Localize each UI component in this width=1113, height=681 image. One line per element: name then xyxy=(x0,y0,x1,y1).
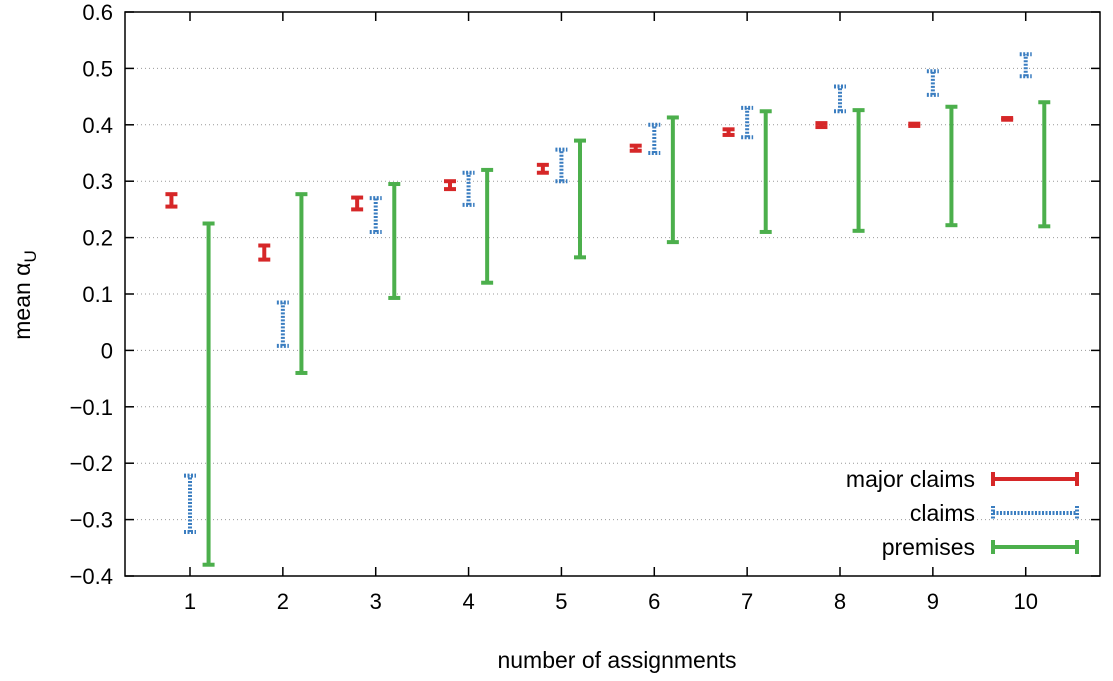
error-bar xyxy=(908,121,921,128)
error-bar xyxy=(834,84,846,114)
x-tick-label: 1 xyxy=(184,589,196,614)
x-tick-label: 7 xyxy=(741,589,753,614)
error-bar xyxy=(629,143,642,153)
error-bar xyxy=(1001,116,1014,122)
legend-item: major claims xyxy=(846,466,1079,492)
error-bar xyxy=(276,300,289,348)
error-bar xyxy=(759,109,772,234)
legend-label: premises xyxy=(882,534,975,560)
y-tick-label: −0.2 xyxy=(70,451,113,476)
y-tick-label: −0.1 xyxy=(70,395,113,420)
error-bar xyxy=(202,221,215,567)
y-tick-label: 0.3 xyxy=(82,169,113,194)
legend-label: major claims xyxy=(846,466,975,492)
x-tick-label: 4 xyxy=(462,589,474,614)
y-tick-label: 0.2 xyxy=(82,226,113,251)
error-bar xyxy=(741,105,754,140)
error-bar xyxy=(926,69,939,97)
error-bar xyxy=(184,473,196,535)
error-bar xyxy=(815,121,828,130)
y-tick-label: 0.5 xyxy=(82,56,113,81)
error-bar xyxy=(536,162,549,175)
error-bar xyxy=(1038,100,1051,229)
y-tick-label: −0.3 xyxy=(70,508,113,533)
error-bar xyxy=(574,138,586,260)
error-bar xyxy=(555,147,568,184)
error-bar xyxy=(444,179,456,192)
legend-item: premises xyxy=(882,534,1079,560)
y-tick-label: −0.4 xyxy=(70,564,113,589)
error-bar xyxy=(722,127,735,137)
y-axis-label-main: mean α xyxy=(9,263,35,340)
error-bar xyxy=(648,122,661,155)
error-bar xyxy=(295,192,308,375)
error-bar xyxy=(666,115,679,245)
y-tick-label: 0.6 xyxy=(82,0,113,25)
x-tick-label: 9 xyxy=(927,589,939,614)
error-bar-series xyxy=(165,52,1051,567)
error-bar xyxy=(258,243,271,262)
y-tick-label: 0.4 xyxy=(82,113,113,138)
error-bar xyxy=(388,182,401,300)
y-tick-label: 0.1 xyxy=(82,282,113,307)
error-bar xyxy=(945,104,958,228)
x-tick-label: 6 xyxy=(648,589,660,614)
series-claims xyxy=(184,52,1032,535)
grid-lines xyxy=(125,67,1100,521)
legend: major claims claims premises xyxy=(846,466,1079,560)
y-axis-label-subscript: U xyxy=(21,250,40,262)
legend-label: claims xyxy=(910,500,975,526)
x-tick-label: 2 xyxy=(277,589,289,614)
legend-item: claims xyxy=(910,500,1079,526)
series-major-claims xyxy=(165,116,1014,262)
error-bar xyxy=(481,167,494,285)
x-tick-label: 5 xyxy=(555,589,567,614)
error-bar xyxy=(1019,52,1032,79)
error-bar xyxy=(852,108,865,233)
error-bar xyxy=(369,196,382,234)
x-tick-label: 3 xyxy=(370,589,382,614)
series-premises xyxy=(202,100,1051,567)
error-bar xyxy=(351,195,364,212)
error-bar xyxy=(462,170,475,207)
y-tick-label: 0 xyxy=(101,338,113,363)
x-tick-label: 8 xyxy=(834,589,846,614)
axis-ticks: −0.4 −0.3 −0.2 −0.1 0 0.1 0.2 0.3 0.4 0.5 0.6 1 2 3 4 5… xyxy=(70,0,1100,614)
x-axis-label: number of assignments xyxy=(497,647,736,673)
x-tick-label: 10 xyxy=(1013,589,1037,614)
error-bar xyxy=(165,192,178,209)
y-axis-label: mean αU xyxy=(9,250,40,340)
